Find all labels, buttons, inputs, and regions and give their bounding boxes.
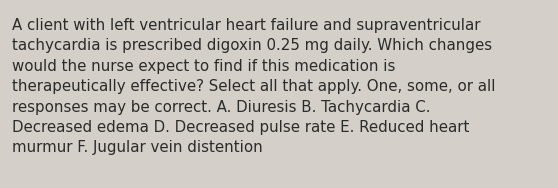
Text: A client with left ventricular heart failure and supraventricular
tachycardia is: A client with left ventricular heart fai…	[12, 18, 496, 155]
